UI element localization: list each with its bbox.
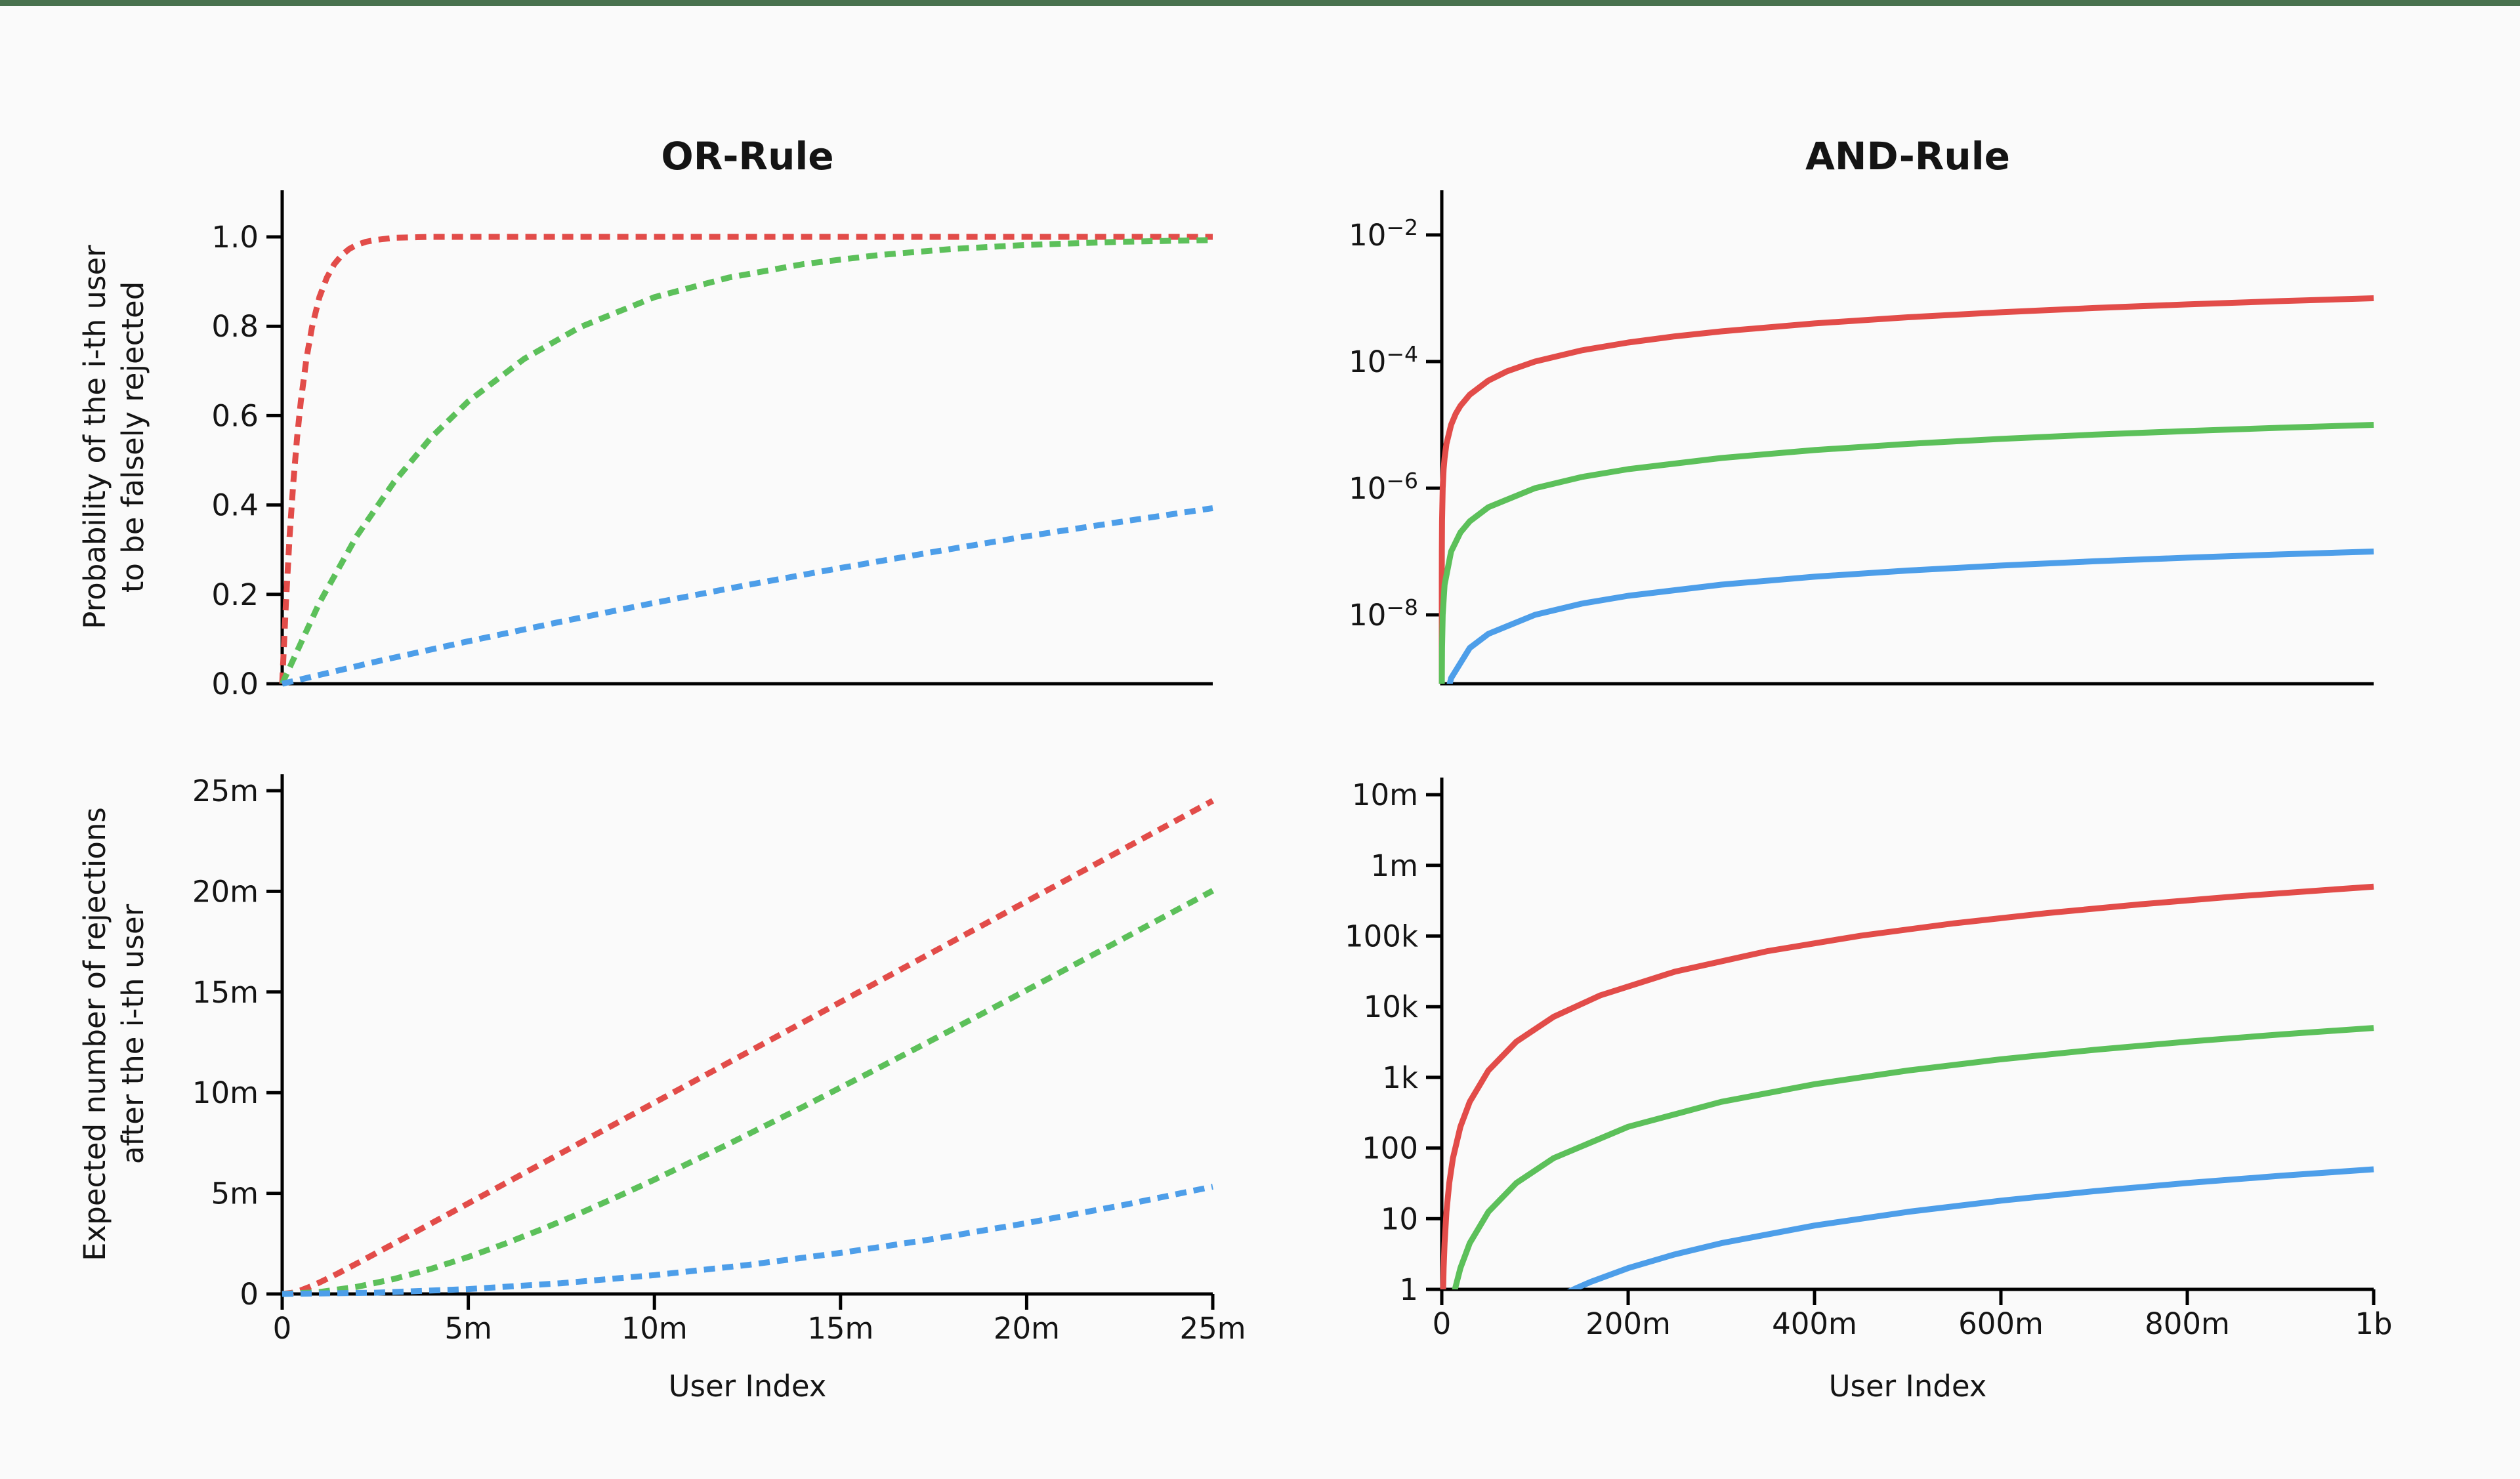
series-green-line bbox=[282, 888, 1215, 1297]
y-tick-label: 10k bbox=[1364, 989, 1418, 1024]
x-axis-label: User Index bbox=[669, 1369, 827, 1404]
x-tick-label: 1b bbox=[2355, 1306, 2392, 1341]
y-tick-label: 15m bbox=[192, 975, 259, 1010]
y-tick-label: 100k bbox=[1345, 919, 1418, 954]
series-group bbox=[1440, 883, 2374, 1289]
log-tick-exponent: −4 bbox=[1386, 341, 1418, 367]
y-tick-label: 1m bbox=[1371, 848, 1418, 883]
y-tick-label: 20m bbox=[192, 874, 259, 909]
series-red-line bbox=[279, 234, 1213, 684]
series-green-line bbox=[1438, 422, 2374, 684]
log-tick-exponent: −8 bbox=[1386, 594, 1418, 620]
plot-or-probability: 1.0 0.8 0.6 0.4 0.2 0.0 OR-Rule Probability of … bbox=[77, 134, 1213, 701]
log-tick-label: 10−8 bbox=[1349, 594, 1418, 633]
top-accent-bar bbox=[0, 0, 2520, 6]
y-tick-label: 25m bbox=[192, 774, 259, 808]
plot-title: OR-Rule bbox=[661, 134, 833, 178]
log-tick-label: 10−2 bbox=[1349, 215, 1418, 253]
y-tick-label: 0.6 bbox=[211, 398, 259, 433]
log-tick-label: 10−6 bbox=[1349, 468, 1418, 506]
y-axis-label-line1: Probability of the i-th user bbox=[77, 245, 112, 629]
x-tick-label: 20m bbox=[994, 1311, 1060, 1346]
plot-title: AND-Rule bbox=[1805, 134, 2010, 178]
y-tick-label: 0 bbox=[240, 1277, 259, 1312]
log-tick-exponent: −6 bbox=[1386, 468, 1418, 493]
y-tick-label: 0.4 bbox=[211, 488, 259, 523]
y-tick-label: 0.8 bbox=[211, 309, 259, 344]
y-tick-label: 1k bbox=[1382, 1060, 1418, 1095]
y-tick-label: 0.0 bbox=[211, 667, 259, 701]
y-axis-label-line2: after the i-th user bbox=[116, 904, 150, 1164]
y-tick-label: 10m bbox=[1352, 778, 1418, 812]
x-axis-label: User Index bbox=[1829, 1369, 1987, 1404]
plot-and-expected: 10m 1m 100k 10k 1k 100 10 10 200m 400m 600m 800m 1b U… bbox=[1345, 778, 2393, 1404]
series-group bbox=[1438, 295, 2374, 684]
series-red-line bbox=[1440, 883, 2374, 1289]
y-tick-label: 1 bbox=[1399, 1272, 1418, 1307]
series-green-line bbox=[1452, 1025, 2374, 1289]
x-tick-label: 5m bbox=[444, 1311, 492, 1346]
series-blue-line bbox=[1566, 1166, 2374, 1289]
y-tick-label: 10 bbox=[1381, 1201, 1418, 1236]
log-tick-label: 10−4 bbox=[1349, 341, 1418, 379]
y-tick-label: 1.0 bbox=[211, 220, 259, 255]
plot-and-probability: 10−2 10−4 10−6 10−8 AND-Rule bbox=[1349, 134, 2374, 686]
x-tick-label: 25m bbox=[1179, 1311, 1246, 1346]
x-tick-label: 800m bbox=[2145, 1306, 2230, 1341]
y-tick-label: 5m bbox=[211, 1177, 259, 1211]
series-blue-line bbox=[281, 505, 1213, 687]
x-tick-label: 400m bbox=[1772, 1306, 1857, 1341]
y-axis-label-line1: Expected number of rejections bbox=[77, 807, 112, 1261]
series-red-line bbox=[282, 798, 1215, 1297]
x-tick-label: 10m bbox=[621, 1311, 688, 1346]
series-green-line bbox=[279, 237, 1213, 685]
plot-or-expected: 25m 20m 15m 10m 5m 00 5m 10m 15m 20m 25m User Index… bbox=[77, 774, 1246, 1404]
y-tick-label: 10m bbox=[192, 1075, 259, 1110]
log-tick-exponent: −2 bbox=[1386, 215, 1418, 240]
x-tick-label: 0 bbox=[273, 1311, 292, 1346]
series-blue-line bbox=[282, 1184, 1213, 1297]
y-axis-label-line2: to be falsely rejected bbox=[116, 281, 150, 593]
x-tick-label: 200m bbox=[1586, 1306, 1671, 1341]
x-tick-label: 600m bbox=[1958, 1306, 2044, 1341]
series-group bbox=[279, 234, 1213, 687]
x-tick-label: 0 bbox=[1433, 1306, 1452, 1341]
y-tick-label: 0.2 bbox=[211, 577, 259, 612]
x-tick-label: 15m bbox=[807, 1311, 873, 1346]
series-group bbox=[282, 798, 1215, 1297]
series-red-line bbox=[1438, 295, 2374, 684]
series-blue-line bbox=[1446, 549, 2374, 684]
y-tick-label: 100 bbox=[1362, 1131, 1418, 1166]
